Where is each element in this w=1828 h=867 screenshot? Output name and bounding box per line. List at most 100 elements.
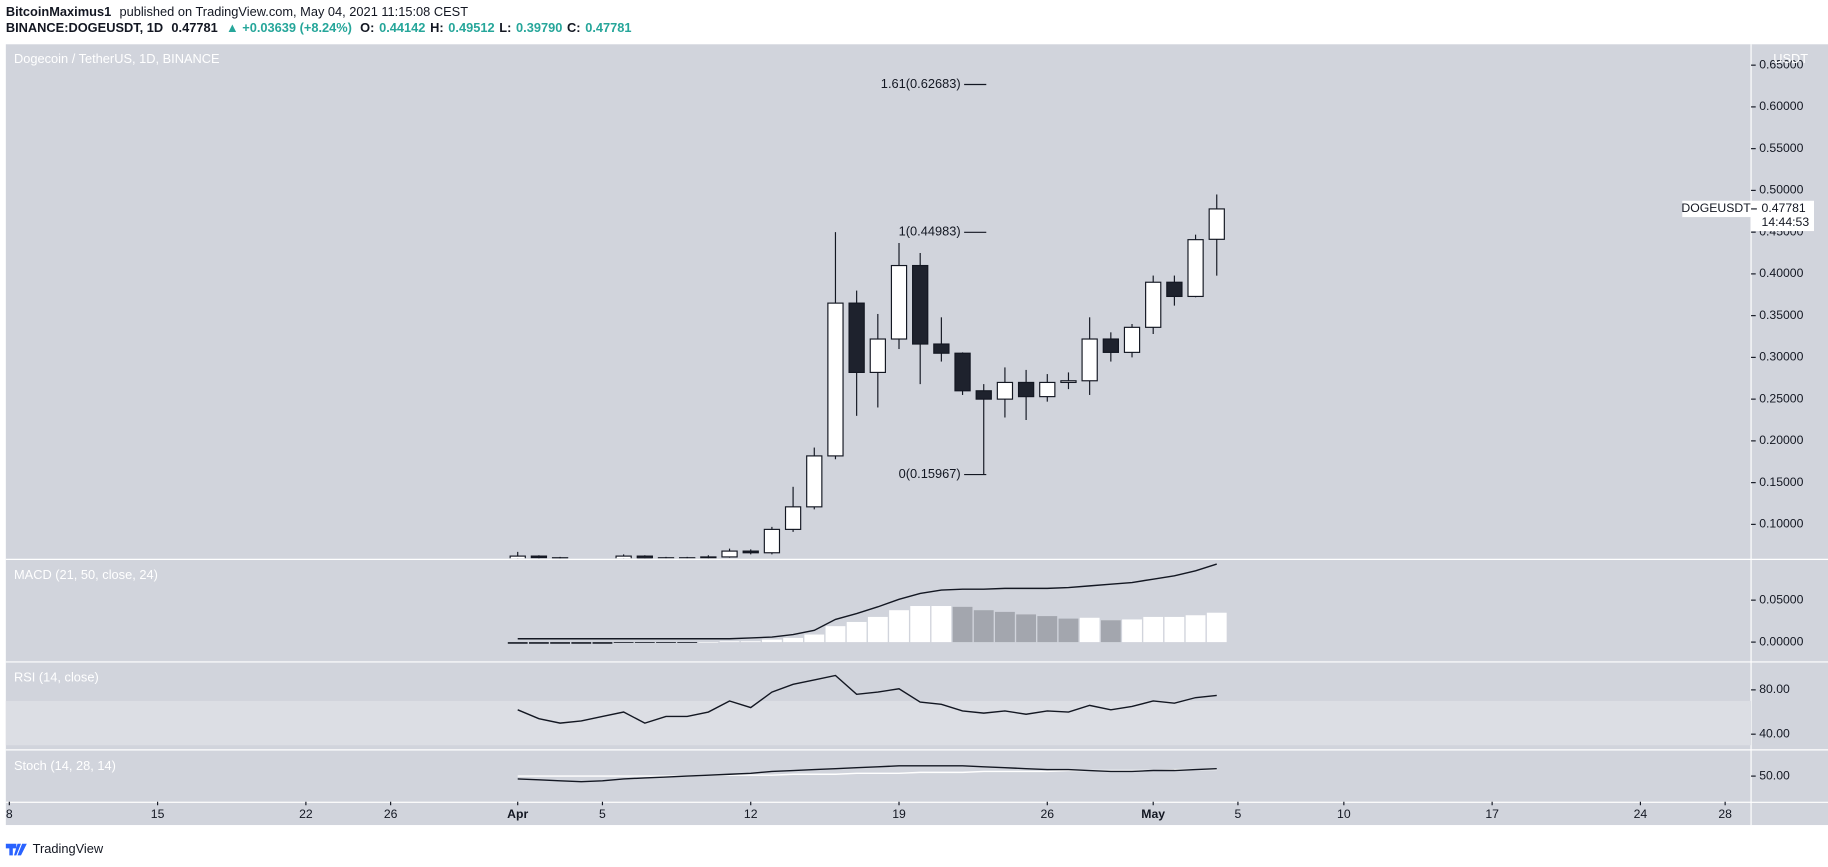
x-tick-label: 22	[299, 807, 313, 821]
histogram-bar	[719, 641, 740, 643]
ohlc-value: 0.47781	[585, 21, 631, 36]
histogram-bar	[528, 642, 549, 644]
indicator-line	[517, 674, 1217, 724]
histogram-bar	[995, 611, 1015, 643]
plot-background	[5, 44, 1752, 802]
histogram-bar	[571, 642, 592, 644]
histogram-bar	[592, 642, 613, 644]
candle-body	[1039, 381, 1056, 398]
candle-body	[784, 506, 802, 530]
histogram-bar	[550, 642, 570, 644]
y-tick-label: 0.50000	[1759, 183, 1803, 197]
histogram-bar	[740, 641, 761, 643]
candle-body	[1102, 338, 1119, 353]
symbol: BINANCE:DOGEUSDT, 1D	[6, 21, 163, 36]
x-tick-label: 5	[1235, 807, 1242, 821]
y-tick-label: 80.00	[1759, 682, 1790, 696]
symbol-line: BINANCE:DOGEUSDT, 1D 0.47781 ▲ +0.03639 …	[6, 21, 632, 36]
y-tick-label: 0.10000	[1759, 517, 1803, 531]
candle-body	[912, 264, 929, 345]
candle-body	[763, 528, 781, 554]
y-tick-label: 0.55000	[1759, 141, 1803, 155]
last-price: 0.47781	[1762, 201, 1806, 215]
candle-body	[827, 302, 844, 457]
y-tick-label: 0.00000	[1759, 634, 1803, 648]
countdown: 14:44:53	[1762, 215, 1810, 229]
y-tick-label: 0.20000	[1759, 433, 1803, 447]
fib-label: 1(0.44983)	[899, 224, 961, 239]
ohlc-key: C:	[567, 21, 581, 36]
histogram-bar	[846, 621, 867, 643]
x-tick-label: Apr	[507, 807, 528, 821]
candle-body	[1123, 326, 1141, 353]
ohlc-value: 0.39790	[516, 21, 562, 36]
pane-title: MACD (21, 50, close, 24)	[14, 567, 158, 582]
histogram-bar	[1143, 616, 1164, 643]
y-tick-label: 50.00	[1759, 768, 1790, 782]
candle-body	[806, 455, 823, 508]
histogram-bar	[867, 616, 888, 643]
header: BitcoinMaximus1 published on TradingView…	[6, 4, 632, 35]
candle-body	[869, 338, 886, 373]
candle-body	[1166, 281, 1183, 298]
x-tick-label: 17	[1485, 807, 1499, 821]
ohlc-key: O:	[360, 21, 374, 36]
candle-body	[1187, 239, 1204, 298]
price-axis-background	[1751, 44, 1828, 826]
symbol-label: DOGEUSDT	[1681, 201, 1751, 215]
histogram-bar	[1122, 619, 1142, 643]
ohlc-value: 0.49512	[448, 21, 494, 36]
time-axis-background	[5, 801, 1752, 826]
ohlc-key: H:	[430, 21, 444, 36]
histogram-bar	[698, 642, 719, 643]
x-tick-label: May	[1141, 807, 1165, 821]
x-tick-label: 12	[744, 807, 758, 821]
histogram-bar	[656, 642, 676, 643]
x-tick-label: 28	[1718, 807, 1732, 821]
histogram-bar	[762, 639, 782, 643]
y-tick-label: 0.05000	[1759, 592, 1803, 606]
histogram-bar	[1206, 612, 1227, 643]
candle-body	[1145, 281, 1162, 328]
y-tick-label: 0.40000	[1759, 266, 1803, 280]
histogram-bar	[931, 606, 952, 643]
candle-body	[996, 381, 1014, 400]
histogram-bar	[1016, 614, 1037, 643]
band	[5, 700, 1752, 746]
x-tick-label: 26	[1040, 807, 1054, 821]
candle-body	[933, 343, 950, 354]
footer: TradingView	[5, 841, 104, 856]
pane-title: RSI (14, close)	[14, 670, 99, 685]
change: ▲ +0.03639 (+8.24%)	[226, 21, 352, 36]
fib-label: 0(0.15967)	[899, 466, 961, 481]
histogram-bar	[613, 642, 634, 643]
y-tick-label: 0.25000	[1759, 391, 1803, 405]
candle-body	[721, 550, 738, 558]
histogram-bar	[973, 610, 994, 643]
histogram-bar	[677, 642, 698, 643]
macd-line	[517, 563, 1217, 640]
pane-title: Dogecoin / TetherUS, 1D, BINANCE	[14, 51, 220, 66]
candle-body	[1208, 208, 1225, 240]
histogram-bar	[1100, 620, 1121, 643]
histogram-bar	[952, 606, 973, 643]
candle-body	[615, 555, 632, 559]
x-tick-label: 5	[599, 807, 606, 821]
candle-body	[1017, 381, 1035, 398]
candle-body	[700, 556, 717, 559]
candle-body	[636, 555, 653, 559]
price-box	[1751, 200, 1815, 232]
fib-label: 1.61(0.62683)	[881, 76, 961, 91]
symbol-box	[1682, 200, 1752, 218]
histogram-bar	[1037, 616, 1058, 643]
candle-body	[890, 264, 908, 340]
ohlc-value: 0.44142	[379, 21, 425, 36]
histogram-bar	[804, 634, 825, 643]
candles	[509, 194, 1225, 559]
x-tick-label: 26	[384, 807, 398, 821]
candle-body	[679, 557, 696, 559]
x-tick-label: 8	[6, 807, 13, 821]
last-price: 0.47781	[171, 21, 217, 36]
y-tick-label: 0.30000	[1759, 350, 1803, 364]
